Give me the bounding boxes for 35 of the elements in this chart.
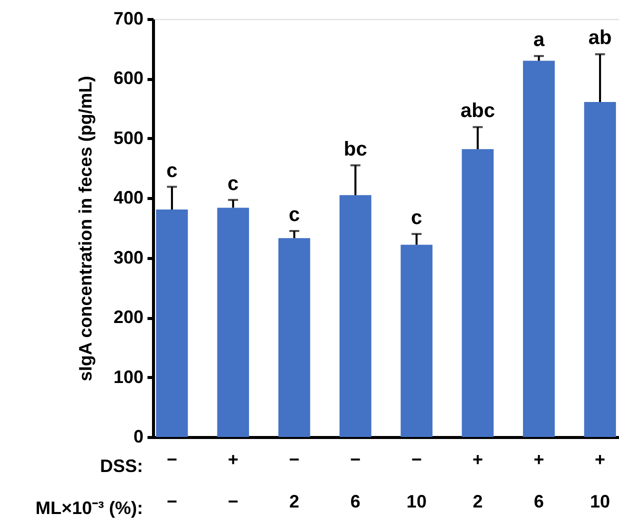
data-label: c [411,206,422,229]
data-label: a [533,29,546,52]
y-tick-label: 400 [113,188,144,208]
bar [278,238,310,437]
y-tick-label: 300 [113,247,144,268]
category-label: − 6 [350,450,361,512]
category-label: − 10 [406,450,427,512]
data-label: c [288,204,300,226]
y-tick-label: 200 [113,307,144,328]
bar [340,195,372,437]
data-label: bc [344,138,368,160]
y-tick-label: 100 [113,366,144,387]
category-label: − 2 [289,450,300,512]
data-label: c [228,172,239,195]
y-axis-title: sIgA concentration in feces (pg/mL) [75,76,96,382]
bar [156,209,188,437]
bar [217,208,250,437]
bar [584,102,616,437]
text: DSS: [100,456,143,476]
y-tick-label: 0 [133,426,144,446]
category-label: + 10 [590,450,610,512]
bar [522,60,555,437]
category-label: − − [166,450,178,512]
y-tick-label: 500 [113,128,144,148]
text: ML×10⁻³ (%): [35,498,143,518]
category-label: + − [228,450,238,512]
y-tick-label: 700 [113,8,144,28]
bar [400,244,432,437]
bar [462,149,494,437]
category-label: + 2 [472,450,483,512]
data-label: abc [460,100,495,122]
data-label: ab [588,27,612,50]
y-tick-label: 600 [113,68,144,88]
data-label: c [166,160,178,182]
category-label: + 6 [534,450,544,512]
